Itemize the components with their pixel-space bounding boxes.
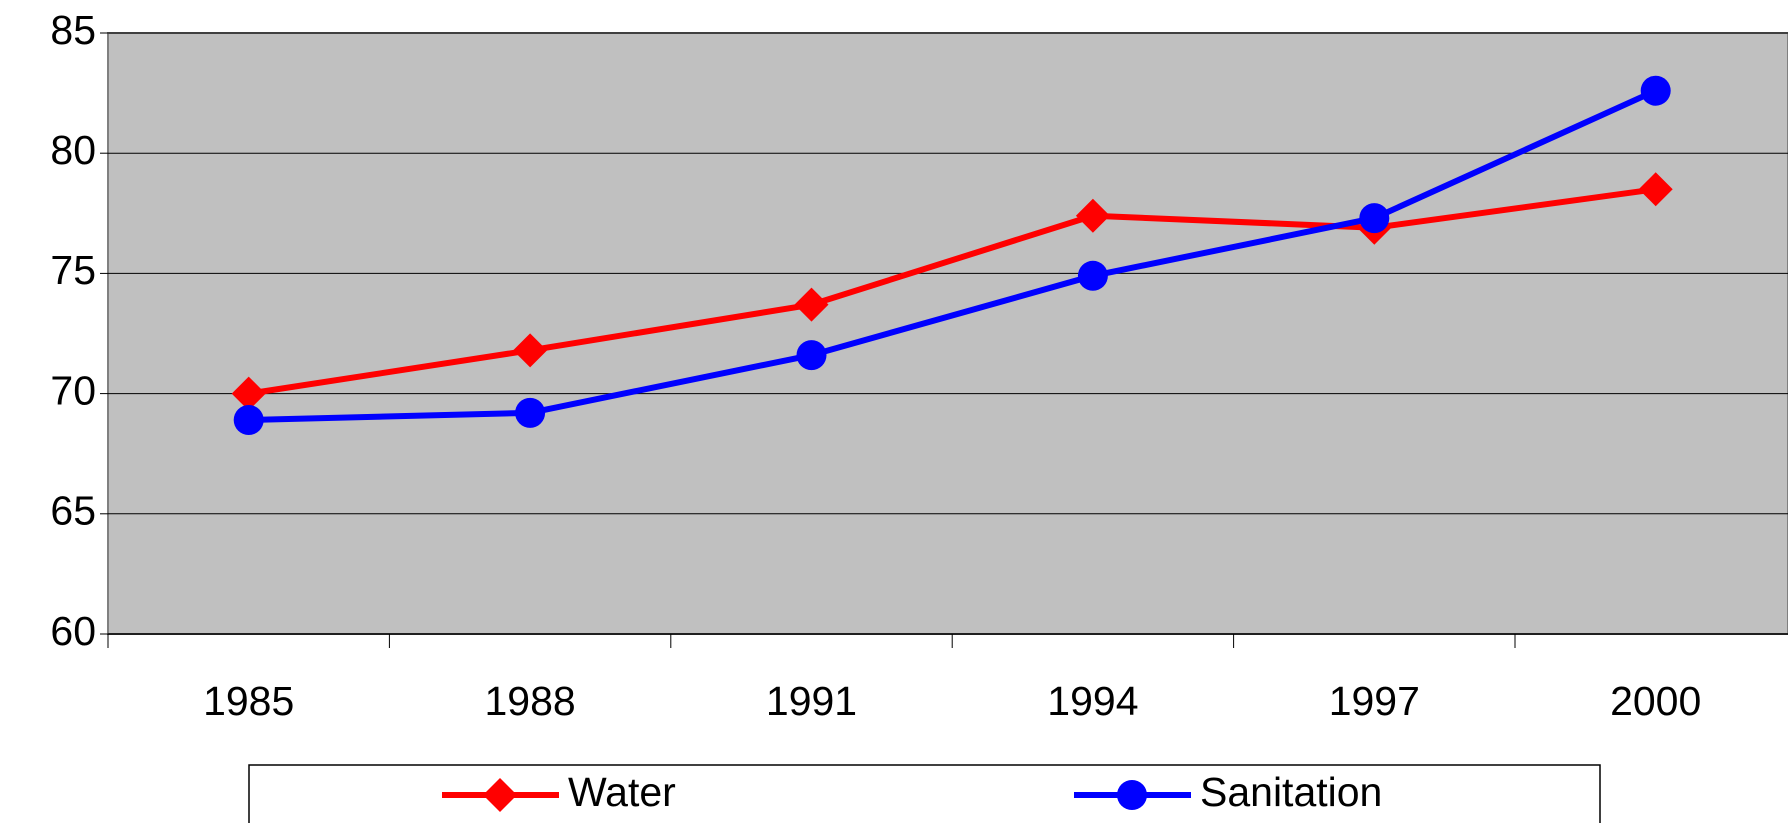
data-point — [796, 340, 827, 371]
data-point — [1075, 198, 1110, 233]
data-point — [794, 287, 829, 322]
x-tick-label: 1988 — [484, 678, 575, 724]
data-point — [1640, 75, 1671, 106]
series-line — [248, 186, 1657, 397]
y-tick-label: 75 — [50, 247, 96, 293]
data-point — [1359, 203, 1390, 234]
y-tick-label: 85 — [50, 7, 96, 53]
x-tick-label: 1985 — [203, 678, 294, 724]
x-tick-label: 1997 — [1329, 678, 1420, 724]
legend-label: Sanitation — [1200, 769, 1382, 815]
y-tick-label: 60 — [50, 608, 96, 654]
y-tick-label: 65 — [50, 488, 96, 534]
data-point — [233, 405, 264, 436]
x-tick-label: 1991 — [766, 678, 857, 724]
data-point — [515, 397, 546, 428]
data-point — [1638, 172, 1673, 207]
legend-marker — [483, 778, 517, 812]
data-point — [513, 333, 548, 368]
legend-marker — [1117, 780, 1147, 810]
y-tick-label: 80 — [50, 127, 96, 173]
series-line — [248, 87, 1657, 424]
data-point — [231, 376, 266, 411]
x-tick-label: 1994 — [1047, 678, 1138, 724]
data-point — [1077, 260, 1108, 291]
y-tick-label: 70 — [50, 367, 96, 413]
x-tick-label: 2000 — [1610, 678, 1701, 724]
legend-label: Water — [568, 769, 676, 815]
plot-area — [107, 32, 1788, 635]
